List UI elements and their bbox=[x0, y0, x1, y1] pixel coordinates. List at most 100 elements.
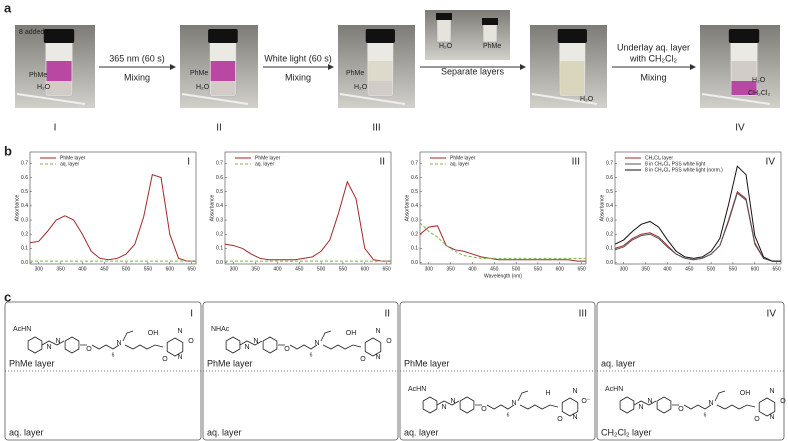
ring bbox=[64, 336, 80, 354]
atom-label: 6 bbox=[704, 412, 707, 418]
vial-cap bbox=[482, 18, 498, 25]
atom-label: N bbox=[375, 354, 380, 361]
atom-label: N bbox=[769, 414, 774, 421]
stir-rod bbox=[701, 93, 771, 105]
y-tick-label: 0.7 bbox=[411, 161, 418, 167]
atom-label: N bbox=[638, 404, 643, 411]
y-tick-label: 0.2 bbox=[411, 232, 418, 238]
layer-label: PhMe layer bbox=[207, 358, 253, 368]
atom-label: H bbox=[545, 390, 550, 397]
spectrum-line bbox=[419, 222, 586, 259]
vial-cap bbox=[557, 29, 587, 43]
y-tick-label: 0.0 bbox=[216, 260, 223, 266]
y-tick-label: 0.3 bbox=[606, 217, 613, 223]
chart-numeral: III bbox=[572, 157, 580, 168]
atom-label: O bbox=[162, 356, 168, 363]
atom-label: NHAc bbox=[211, 326, 230, 333]
atom-label: O bbox=[188, 338, 194, 345]
atom-label: AcHN bbox=[408, 386, 426, 393]
chart-numeral: IV bbox=[766, 157, 776, 168]
y-tick-label: 0.4 bbox=[606, 203, 613, 209]
chart-numeral: I bbox=[187, 157, 190, 168]
atom-label: N bbox=[55, 338, 60, 345]
vial bbox=[436, 17, 452, 43]
atom-label: N bbox=[314, 340, 319, 347]
x-tick-label: 600 bbox=[361, 266, 370, 272]
photo-label: H₂O bbox=[196, 84, 210, 91]
y-tick-label: 0.1 bbox=[21, 246, 28, 252]
atom-label: N bbox=[511, 400, 516, 407]
atom-label: N bbox=[177, 354, 182, 361]
legend-label: PhMe layer bbox=[450, 155, 476, 161]
vial-cap bbox=[43, 29, 75, 43]
atom-label: N bbox=[769, 388, 774, 395]
ring bbox=[619, 396, 635, 414]
x-tick-label: 350 bbox=[446, 266, 455, 272]
atom-label: N bbox=[116, 340, 121, 347]
photo-label: H₂O bbox=[37, 84, 51, 91]
atom-label: N bbox=[572, 414, 577, 421]
atom-label: O bbox=[780, 398, 786, 405]
x-tick-label: 650 bbox=[772, 266, 781, 272]
x-tick-label: 300 bbox=[620, 266, 629, 272]
photo-label: 8 added bbox=[19, 29, 44, 36]
y-tick-label: 0.0 bbox=[21, 260, 28, 266]
photo-label: CH₂Cl₂ bbox=[748, 90, 770, 97]
plot-frame bbox=[29, 151, 197, 265]
atom-label: N bbox=[647, 398, 652, 405]
y-tick-label: 0.5 bbox=[21, 189, 28, 195]
x-tick-label: 350 bbox=[251, 266, 260, 272]
liquid-top bbox=[731, 61, 757, 81]
y-tick-label: 0.1 bbox=[606, 246, 613, 252]
atom-label: O bbox=[386, 338, 392, 345]
photo-label: PhMe bbox=[483, 43, 501, 50]
x-tick-label: 400 bbox=[273, 266, 282, 272]
x-tick-label: 450 bbox=[295, 266, 304, 272]
spectrum-line bbox=[29, 174, 196, 262]
step-label: with CH₂Cl₂ bbox=[629, 53, 677, 63]
atom-label: N bbox=[253, 338, 258, 345]
atom-label: N bbox=[441, 404, 446, 411]
x-tick-label: 600 bbox=[166, 266, 175, 272]
atom-label: N bbox=[572, 388, 577, 395]
y-tick-label: 0.5 bbox=[606, 189, 613, 195]
x-tick-label: 500 bbox=[512, 266, 521, 272]
step-label: Mixing bbox=[640, 72, 666, 82]
x-tick-label: 400 bbox=[663, 266, 672, 272]
atom-label: AcHN bbox=[13, 326, 31, 333]
panel-label: b bbox=[4, 143, 12, 158]
spectrum-line bbox=[614, 165, 781, 262]
legend-label: aq. layer bbox=[255, 161, 275, 167]
step-label: White light (60 s) bbox=[264, 53, 332, 63]
step-label: Mixing bbox=[285, 72, 311, 82]
panel-label: c bbox=[4, 289, 11, 304]
liquid-bottom bbox=[210, 81, 236, 95]
vial bbox=[482, 23, 498, 43]
atom-label: N bbox=[244, 344, 249, 351]
legend-label: PhMe layer bbox=[255, 155, 281, 161]
y-tick-label: 0.7 bbox=[21, 161, 28, 167]
legend-label: aq. layer bbox=[450, 161, 470, 167]
y-tick-label: 0.1 bbox=[411, 246, 418, 252]
photo-numeral: I bbox=[54, 123, 57, 134]
atom-label: N bbox=[708, 400, 713, 407]
ring bbox=[166, 337, 184, 357]
photo-label: PhMe bbox=[29, 72, 47, 79]
atom-label: O bbox=[481, 406, 487, 413]
layer-label: aq. layer bbox=[9, 427, 44, 437]
spectrum-line bbox=[614, 192, 781, 262]
y-tick-label: 0.3 bbox=[21, 217, 28, 223]
ring bbox=[422, 396, 438, 414]
y-axis-label: Absorbance bbox=[14, 194, 20, 221]
x-tick-label: 650 bbox=[382, 266, 391, 272]
stir-rod bbox=[181, 93, 249, 105]
ring bbox=[758, 397, 776, 417]
spectrum-line bbox=[419, 225, 586, 262]
liquid-bottom bbox=[731, 81, 757, 95]
y-tick-label: 0.4 bbox=[411, 203, 418, 209]
step-label: 365 nm (60 s) bbox=[109, 53, 165, 63]
legend-label: aq. layer bbox=[60, 161, 80, 167]
chain bbox=[80, 344, 120, 350]
plot-frame bbox=[224, 151, 392, 265]
